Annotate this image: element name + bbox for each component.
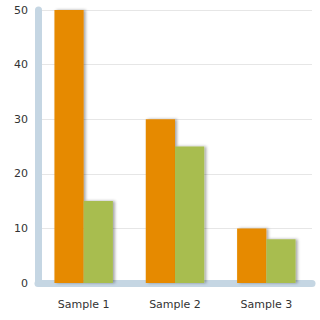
- svg-text:0: 0: [21, 277, 28, 290]
- svg-text:40: 40: [14, 58, 28, 71]
- svg-text:50: 50: [14, 4, 28, 17]
- svg-text:Sample 3: Sample 3: [240, 298, 292, 311]
- svg-text:20: 20: [14, 167, 28, 180]
- svg-text:Sample 1: Sample 1: [58, 298, 110, 311]
- svg-text:10: 10: [14, 222, 28, 235]
- svg-text:Sample 2: Sample 2: [149, 298, 201, 311]
- svg-text:30: 30: [14, 113, 28, 126]
